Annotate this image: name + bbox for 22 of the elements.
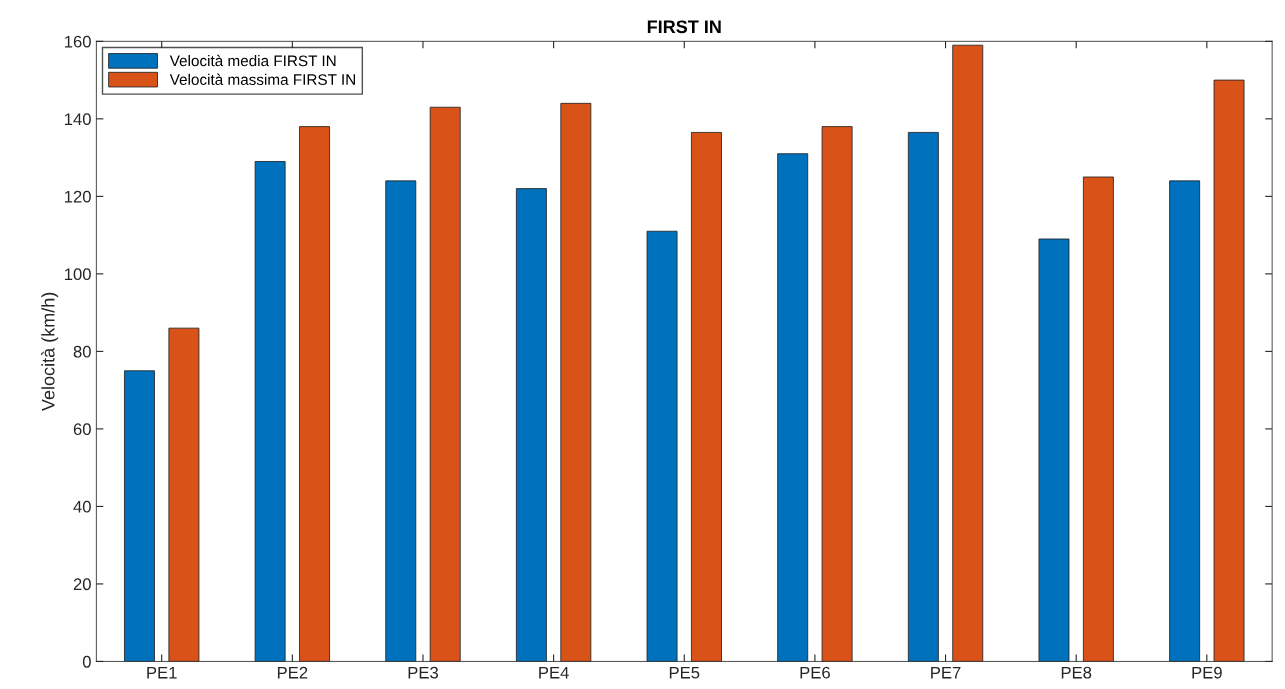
y-tick-label: 0: [82, 655, 91, 668]
chart-title: FIRST IN: [647, 20, 721, 34]
y-axis-title: Velocità (km/h): [41, 292, 59, 412]
x-tick-label: PE1: [147, 666, 177, 679]
legend-label: Velocità media FIRST IN: [169, 54, 336, 67]
y-tick-label: 20: [73, 578, 91, 591]
x-tick-label: PE3: [408, 666, 438, 679]
legend-label: Velocità massima FIRST IN: [169, 73, 355, 85]
x-tick-label: PE9: [1192, 666, 1222, 679]
y-tick-label: 40: [73, 500, 91, 513]
y-tick-label: 160: [64, 35, 91, 48]
x-tick-label: PE6: [800, 666, 830, 679]
x-tick-label: PE2: [277, 666, 308, 679]
y-tick-label: 60: [73, 423, 91, 436]
y-tick-label: 80: [73, 345, 91, 358]
x-tick-label: PE5: [669, 666, 700, 679]
y-tick-label: 100: [64, 268, 91, 281]
x-tick-label: PE8: [1061, 666, 1092, 679]
y-tick-label: 140: [64, 113, 91, 126]
x-tick-label: PE7: [931, 666, 961, 679]
y-tick-label: 120: [64, 190, 91, 203]
x-tick-label: PE4: [539, 666, 569, 679]
